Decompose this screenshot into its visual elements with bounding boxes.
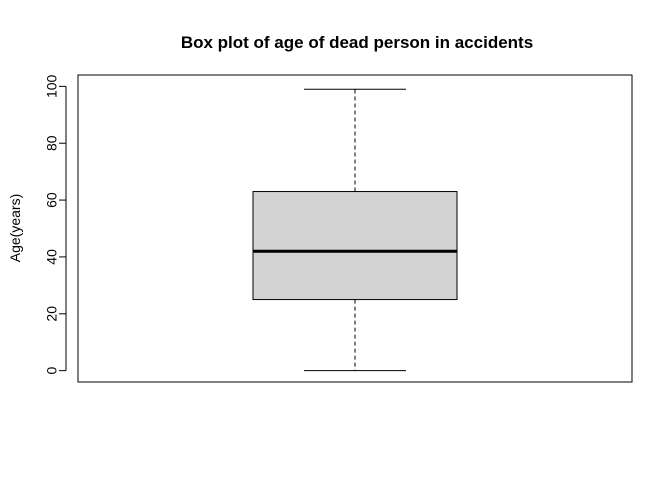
y-tick-label-20: 20 [44,306,60,322]
plot-frame [77,74,633,383]
y-tick-label-80: 80 [44,135,60,151]
y-tick-label-0: 0 [44,367,60,375]
y-tick-label-60: 60 [44,192,60,208]
y-tick-label-40: 40 [44,249,60,265]
y-axis: 0 20 40 60 80 100 [44,74,67,375]
y-tick-label-100: 100 [44,74,60,98]
y-axis-label: Age(years) [7,194,23,262]
box-plot [252,88,458,372]
chart-title: Box plot of age of dead person in accide… [181,33,533,52]
interquartile-box [252,191,458,301]
